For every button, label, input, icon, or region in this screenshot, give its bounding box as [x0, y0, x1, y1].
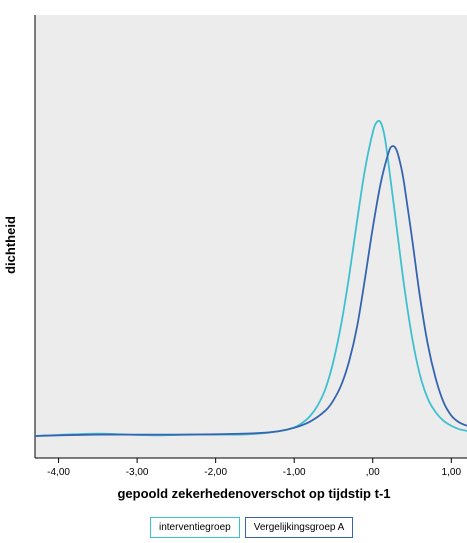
density-chart: -4,00 -3,00 -2,00 -1,00 ,00 1,00 dichtheid ge…: [3, 15, 467, 501]
legend-item-vergelijkingsgroep-a[interactable]: Vergelijkingsgroep A: [244, 517, 354, 538]
x-tick-label: 1,00: [442, 467, 462, 478]
x-tick-label: -3,00: [126, 467, 149, 478]
density-curve-vergelijkingsgroep-a: [34, 145, 467, 437]
x-tick-label: -1,00: [283, 467, 306, 478]
density-curves: [34, 119, 467, 437]
y-axis-label: dichtheid: [3, 216, 18, 274]
plot-background: [35, 15, 467, 458]
x-axis-ticks: -4,00 -3,00 -2,00 -1,00 ,00 1,00: [47, 458, 461, 478]
x-tick-label: -2,00: [204, 467, 227, 478]
legend: interventiegroep Vergelijkingsgroep A: [150, 517, 354, 538]
x-axis-label: gepoold zekerhedenoverschot op tijdstip …: [117, 486, 390, 501]
legend-item-interventiegroep[interactable]: interventiegroep: [150, 517, 240, 538]
x-tick-label: ,00: [366, 467, 380, 478]
x-tick-label: -4,00: [47, 467, 70, 478]
